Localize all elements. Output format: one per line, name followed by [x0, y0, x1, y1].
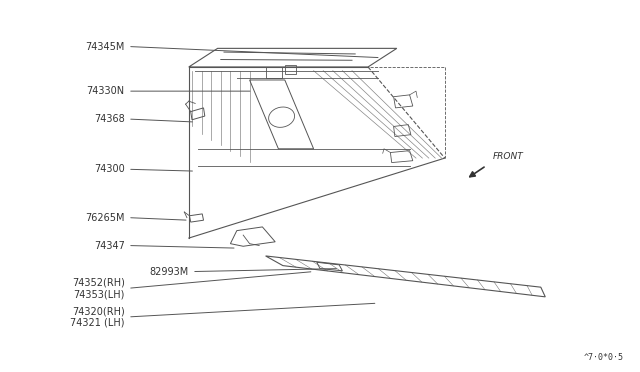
Text: 74345M: 74345M — [85, 42, 125, 51]
Text: 74368: 74368 — [94, 114, 125, 124]
Text: 74330N: 74330N — [86, 86, 125, 96]
Text: 76265M: 76265M — [85, 213, 125, 222]
Text: 74347: 74347 — [94, 241, 125, 250]
Text: 74352(RH)
74353(LH): 74352(RH) 74353(LH) — [72, 278, 125, 299]
Text: 82993M: 82993M — [150, 267, 189, 276]
Text: FRONT: FRONT — [493, 152, 524, 161]
Text: 74320(RH)
74321 (LH): 74320(RH) 74321 (LH) — [70, 306, 125, 328]
Text: ^7·0*0·5: ^7·0*0·5 — [584, 353, 624, 362]
Text: 74300: 74300 — [94, 164, 125, 174]
